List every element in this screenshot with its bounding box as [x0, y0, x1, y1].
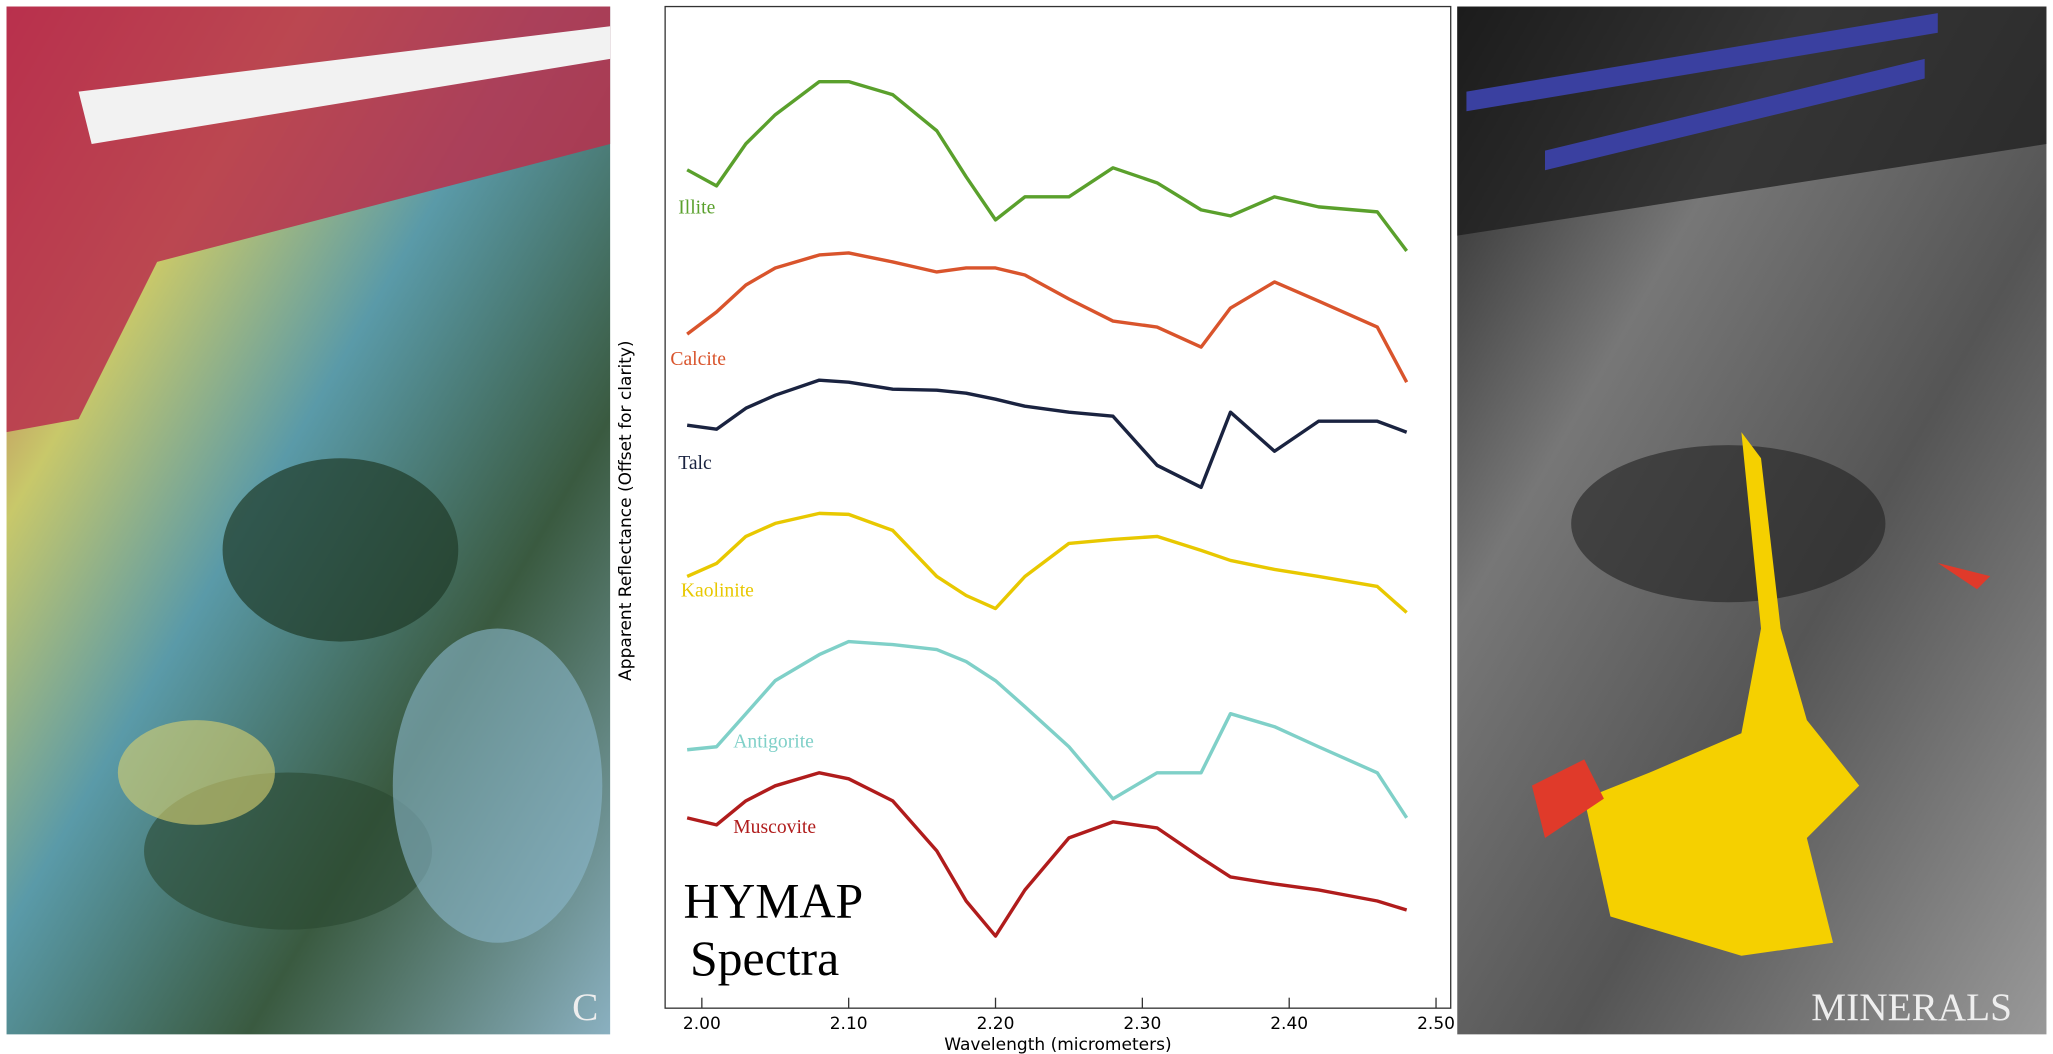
x-tick-label: 2.00	[683, 1014, 721, 1034]
panel-label: MINERALS	[1811, 986, 2012, 1029]
x-tick-label: 2.30	[1123, 1014, 1161, 1034]
x-tick-label: 2.20	[977, 1014, 1015, 1034]
x-tick-label: 2.10	[830, 1014, 868, 1034]
annotation: HYMAP	[683, 873, 863, 928]
y-axis-label: Apparent Reflectance (Offset for clarity…	[616, 340, 636, 680]
x-tick-label: 2.40	[1270, 1014, 1308, 1034]
series-label: Calcite	[670, 349, 726, 370]
series-label: Muscovite	[733, 817, 816, 838]
figure: C MINERALS Apparent Reflectance (Offset …	[0, 0, 2053, 1054]
annotation: Spectra	[690, 931, 839, 986]
left-image: C	[7, 7, 611, 1035]
series-label: Kaolinite	[681, 581, 754, 602]
x-tick-label: 2.50	[1417, 1014, 1455, 1034]
plot-frame	[665, 7, 1451, 1009]
panel-label: C	[572, 986, 598, 1029]
x-axis-label: Wavelength (micrometers)	[944, 1035, 1171, 1054]
series-label: Illite	[678, 198, 715, 219]
right-image: MINERALS	[1457, 7, 2046, 1035]
series-label: Antigorite	[733, 732, 814, 753]
series-label: Talc	[678, 453, 712, 474]
